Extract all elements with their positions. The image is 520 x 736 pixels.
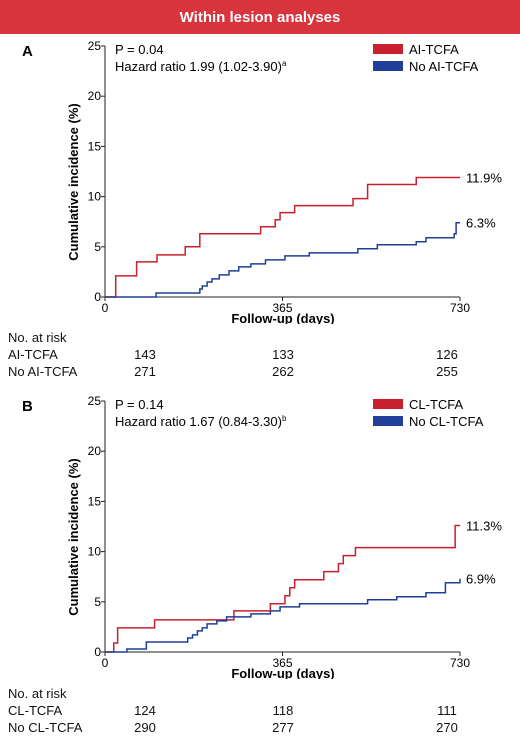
y-tick-label: 15 [88, 494, 102, 508]
end-value-label: 6.3% [466, 216, 496, 231]
legend-label-0: CL-TCFA [409, 397, 464, 412]
end-value-label: 11.3% [466, 518, 502, 533]
x-tick-label: 0 [102, 301, 109, 315]
panel-label: A [22, 43, 33, 60]
km-chart-b: B Cumulative incidence (%) Follow-up (da… [22, 394, 502, 679]
y-tick-label: 5 [94, 595, 101, 609]
y-tick-label: 25 [88, 39, 102, 53]
x-tick-label: 365 [272, 301, 292, 315]
y-tick-label: 0 [94, 290, 101, 304]
at-risk-value: 143 [134, 347, 156, 362]
hazard-ratio: Hazard ratio 1.99 (1.02-3.90)a [115, 59, 287, 74]
at-risk-row: AI-TCFA 143 133 126 [0, 346, 520, 363]
at-risk-table-a: No. at risk AI-TCFA 143 133 126 No AI-TC… [0, 329, 520, 380]
at-risk-row: CL-TCFA 124 118 111 [0, 702, 520, 719]
p-value: P = 0.14 [115, 397, 164, 412]
y-axis-label: Cumulative incidence (%) [66, 458, 81, 615]
y-tick-label: 15 [88, 139, 102, 153]
legend-swatch-0 [373, 44, 403, 54]
at-risk-row: No AI-TCFA 271 262 255 [0, 363, 520, 380]
at-risk-value: 290 [134, 720, 156, 735]
hazard-ratio-sup: b [282, 414, 287, 423]
x-tick-label: 0 [102, 656, 109, 670]
at-risk-value: 271 [134, 364, 156, 379]
at-risk-row-label: AI-TCFA [8, 347, 58, 362]
end-value-label: 6.9% [466, 572, 496, 587]
at-risk-row-label: CL-TCFA [8, 703, 63, 718]
at-risk-value: 111 [437, 703, 457, 718]
x-tick-label: 730 [450, 656, 470, 670]
legend-swatch-0 [373, 399, 403, 409]
end-value-label: 11.9% [466, 171, 502, 186]
at-risk-row-label: No AI-TCFA [8, 364, 78, 379]
x-axis-label: Follow-up (days) [231, 666, 334, 679]
y-tick-label: 0 [94, 645, 101, 659]
at-risk-row-label: No CL-TCFA [8, 720, 83, 735]
legend-label-1: No AI-TCFA [409, 59, 479, 74]
y-tick-label: 10 [88, 190, 102, 204]
y-tick-label: 25 [88, 394, 102, 408]
km-chart-a: A Cumulative incidence (%) Follow-up (da… [22, 39, 502, 324]
x-tick-label: 730 [450, 301, 470, 315]
y-axis-label: Cumulative incidence (%) [66, 103, 81, 260]
at-risk-value: 262 [272, 364, 294, 379]
legend-swatch-1 [373, 61, 403, 71]
p-value: P = 0.04 [115, 42, 164, 57]
y-tick-label: 10 [88, 545, 102, 559]
legend: AI-TCFA No AI-TCFA [373, 42, 479, 74]
y-tick-label: 20 [88, 89, 102, 103]
panel-label: B [22, 398, 33, 415]
banner-title: Within lesion analyses [179, 8, 341, 26]
at-risk-table-b: No. at risk CL-TCFA 124 118 111 No CL-TC… [0, 685, 520, 736]
km-series-line-0 [105, 176, 460, 298]
at-risk-value: 133 [272, 347, 294, 362]
legend-label-1: No CL-TCFA [409, 414, 484, 429]
legend-label-0: AI-TCFA [409, 42, 459, 57]
at-risk-title: No. at risk [8, 686, 67, 701]
km-series-line-1 [105, 221, 460, 298]
at-risk-value: 118 [272, 703, 294, 718]
y-tick-label: 5 [94, 240, 101, 254]
legend: CL-TCFA No CL-TCFA [373, 397, 484, 429]
hazard-ratio-sup: a [282, 59, 287, 68]
at-risk-value: 255 [436, 364, 458, 379]
at-risk-value: 277 [272, 720, 294, 735]
banner: Within lesion analyses [0, 0, 520, 34]
hazard-ratio: Hazard ratio 1.67 (0.84-3.30)b [115, 414, 287, 429]
at-risk-value: 126 [436, 347, 458, 362]
legend-swatch-1 [373, 416, 403, 426]
at-risk-title: No. at risk [8, 330, 67, 345]
km-series-line-1 [105, 578, 461, 653]
at-risk-value: 270 [436, 720, 458, 735]
at-risk-value: 124 [134, 703, 156, 718]
x-tick-label: 365 [272, 656, 292, 670]
y-tick-label: 20 [88, 444, 102, 458]
km-series-line-0 [105, 524, 460, 653]
at-risk-row: No CL-TCFA 290 277 270 [0, 719, 520, 736]
x-axis-label: Follow-up (days) [231, 311, 334, 324]
